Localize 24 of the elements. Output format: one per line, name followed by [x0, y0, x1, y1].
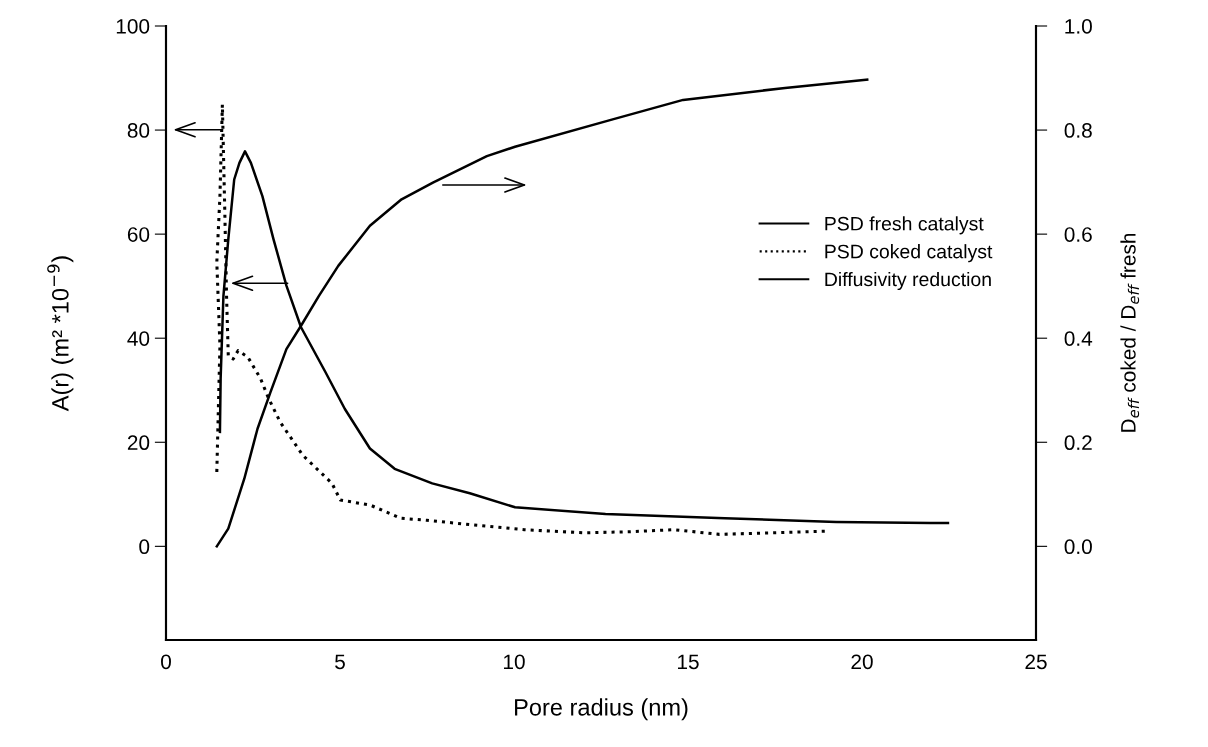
- legend-label: PSD coked catalyst: [825, 244, 993, 263]
- y-tick-label: 0: [139, 539, 150, 555]
- x-tick-label: 5: [335, 654, 345, 670]
- y2-tick-label: 0.8: [1064, 123, 1092, 138]
- y2-tick-label: 0.6: [1064, 227, 1092, 242]
- y-tick-label: 20: [127, 435, 150, 451]
- y-tick-label: 60: [127, 227, 150, 242]
- y2-tick-label: 1.0: [1065, 19, 1092, 34]
- y-tick-label: 100: [116, 19, 150, 34]
- legend-label: PSD fresh catalyst: [825, 216, 984, 235]
- y2-tick-label: 0.2: [1064, 435, 1092, 451]
- x-tick-label: 25: [1025, 654, 1047, 670]
- x-tick-label: 20: [851, 654, 873, 670]
- y-axis-title: A(r) (m² *10$^{−9}$): [47, 256, 74, 412]
- y-tick-label: 40: [127, 331, 150, 346]
- y2-tick-label: 0.4: [1064, 331, 1093, 346]
- legend-label: Diffusivity reduction: [825, 271, 991, 291]
- x-tick-label: 10: [504, 654, 525, 670]
- y-tick-label: 80: [127, 123, 150, 138]
- x-tick-label: 0: [161, 654, 171, 670]
- x-tick-label: 15: [678, 654, 699, 670]
- x-axis-title: Pore radius (nm): [515, 698, 688, 721]
- y2-tick-label: 0.0: [1064, 539, 1092, 555]
- y2-axis-title: D$_{eff}$ coked / D$_{eff}$ fresh: [1120, 233, 1140, 432]
